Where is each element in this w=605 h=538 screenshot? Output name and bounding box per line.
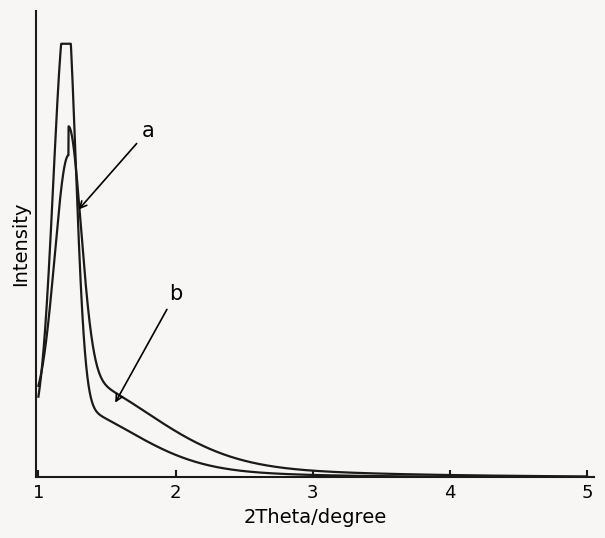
Text: a: a [80, 121, 154, 208]
X-axis label: 2Theta/degree: 2Theta/degree [243, 508, 387, 527]
Text: b: b [116, 284, 182, 401]
Y-axis label: Intensity: Intensity [11, 202, 30, 287]
